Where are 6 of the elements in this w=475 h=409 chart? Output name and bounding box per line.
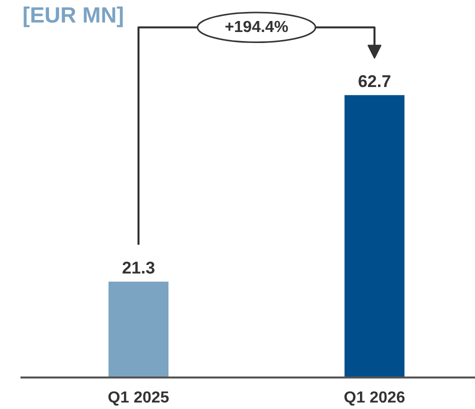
x-tick-label: Q1 2025 [108,390,170,406]
x-tick-label: Q1 2026 [344,390,406,406]
text: +194.4% [224,18,288,36]
chart-title: [EUR MN] [22,2,124,28]
data-label: 62.7 [358,72,392,92]
data-label: 21.3 [122,258,156,278]
